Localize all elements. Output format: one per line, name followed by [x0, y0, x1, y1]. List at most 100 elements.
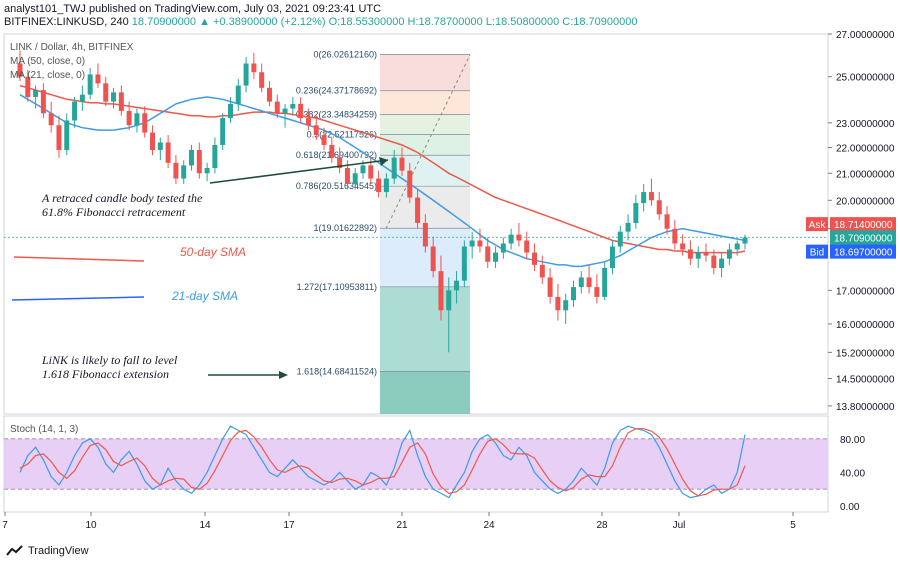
fib-label-1: 1(19.01622892) — [313, 223, 377, 233]
price-tick-label: 25.00000000 — [836, 73, 895, 84]
ohlc-readout: 18.70900000 ▲ +0.38900000 (+2.12%) O:18.… — [131, 16, 638, 28]
candle-body — [703, 252, 709, 256]
candle-body — [532, 252, 538, 265]
bid-price-box — [830, 244, 896, 259]
candle-body — [352, 173, 358, 184]
candle-body — [664, 214, 670, 229]
fib-zone-0.236 — [380, 90, 470, 115]
moving-averages — [4, 84, 828, 268]
time-tick-label: 17 — [283, 520, 295, 531]
ask-price-box — [830, 217, 896, 232]
time-tick-label: 21 — [396, 520, 408, 531]
candle-body — [118, 92, 124, 111]
candle-body — [477, 240, 483, 247]
candle-body — [150, 132, 156, 151]
stoch-pane — [4, 425, 828, 499]
ma21-line — [19, 94, 746, 268]
candle-body — [79, 94, 85, 102]
candle-body — [126, 110, 132, 126]
candle-body — [344, 168, 350, 184]
candle-body — [40, 90, 46, 114]
price-tick-label: 14.50000000 — [836, 374, 895, 385]
candle-body — [376, 178, 382, 193]
candle-body — [189, 150, 195, 166]
candle-body — [165, 142, 171, 163]
stoch-legend: Stoch (14, 1, 3) — [10, 424, 79, 435]
price-tick-label: 23.00000000 — [836, 119, 895, 130]
candle-body — [563, 300, 569, 311]
candle-body — [259, 72, 265, 88]
stoch-tick-label: 40.00 — [840, 468, 865, 479]
candle-body — [594, 287, 600, 297]
candle-body — [181, 165, 187, 179]
annotation-retrace-line2: 61.8% Fibonacci retracement — [42, 205, 186, 219]
price-tick-label: 15.20000000 — [836, 348, 895, 359]
price-tick-label: 17.00000000 — [836, 286, 895, 297]
candle-body — [454, 280, 460, 291]
price-tick-label: 16.00000000 — [836, 320, 895, 331]
fib-label-1.272: 1.272(17.10953811) — [297, 282, 377, 292]
price-tick-label: 20.00000000 — [836, 196, 895, 207]
candle-body — [25, 76, 31, 97]
fib-label-1.618: 1.618(14.68411524) — [297, 367, 377, 377]
annotation-retrace-arrow — [209, 159, 389, 184]
bid-label: Bid — [810, 248, 824, 259]
candle-body — [680, 243, 686, 250]
ma50-legend: MA (50, close, 0) — [10, 56, 86, 67]
candle-body — [33, 90, 39, 97]
candle-body — [641, 192, 647, 204]
candle-body — [547, 277, 553, 297]
candle-body — [103, 83, 109, 102]
candle-body — [422, 222, 428, 247]
annotation-retrace-arrowhead — [379, 157, 388, 166]
price-tick-label: 13.80000000 — [836, 402, 895, 413]
fib-label-0.382: 0.382(23.34834259) — [296, 110, 377, 120]
candle-body — [212, 144, 218, 169]
candle-body — [142, 113, 148, 133]
candle-body — [290, 103, 296, 109]
candle-body — [72, 101, 78, 121]
fib-label-0.618: 0.618(21.69400792) — [296, 150, 377, 160]
fib-zone-1.272 — [380, 286, 470, 372]
candle-body — [485, 246, 491, 262]
symbol-header: BITFINEX:LINKUSD, 240 18.70900000 ▲ +0.3… — [4, 16, 638, 28]
candle-body — [266, 87, 272, 102]
fib-label-0.236: 0.236(24.37178692) — [296, 86, 377, 96]
fib-label-0: 0(26.02612160) — [313, 49, 377, 59]
candle-body — [500, 243, 506, 253]
candle-body — [687, 249, 693, 259]
tradingview-brand[interactable]: TradingView — [6, 545, 89, 557]
candle-body — [157, 142, 163, 151]
candle-body — [469, 240, 475, 247]
candle-body — [282, 108, 288, 114]
time-tick-label: 24 — [483, 520, 495, 531]
ma50-line — [19, 84, 746, 254]
candle-body — [399, 157, 405, 171]
candle-body — [415, 197, 421, 223]
candle-body — [204, 168, 210, 174]
candle-body — [368, 165, 374, 179]
time-tick-label: 7 — [2, 520, 8, 531]
candle-body — [461, 246, 467, 281]
fib-zone-0.382 — [380, 114, 470, 135]
annotation-fall-arrowhead — [279, 371, 288, 379]
candle-body — [235, 85, 241, 104]
candle-body — [656, 200, 662, 215]
candle-body — [48, 113, 54, 126]
candle-body — [672, 228, 678, 244]
candle-body — [313, 125, 319, 136]
candle-body — [227, 103, 233, 119]
candle-body — [570, 287, 576, 301]
price-tick-label: 22.00000000 — [836, 143, 895, 154]
candle-body — [586, 277, 592, 288]
candle-body — [17, 63, 23, 77]
fib-zone-0 — [380, 54, 470, 91]
candle-body — [329, 144, 335, 158]
candle-body — [734, 243, 740, 250]
legend-sample-sma50 — [13, 256, 145, 262]
stoch-k-line — [19, 425, 746, 499]
ask-label: Ask — [809, 220, 827, 231]
candle-body — [516, 234, 522, 241]
candle-body — [539, 264, 545, 278]
candle-body — [305, 118, 311, 126]
